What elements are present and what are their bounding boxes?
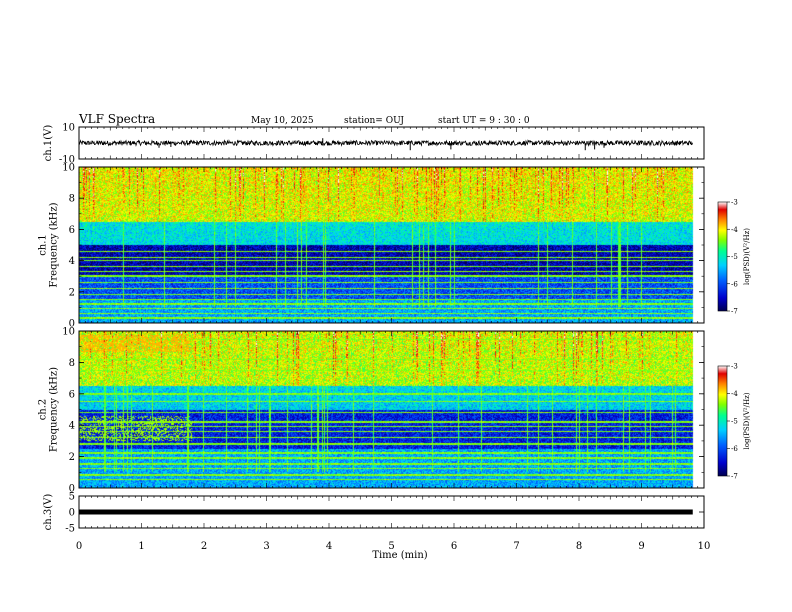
- x-tick-label: 2: [201, 541, 207, 552]
- date-label: May 10, 2025: [251, 116, 314, 126]
- y-axis-label: ch.3(V): [43, 494, 54, 531]
- x-tick-label: 10: [698, 541, 711, 552]
- ch1-spectrogram-canvas-wrap: [79, 167, 704, 323]
- y-tick-label: 8: [69, 194, 75, 205]
- figure-title: VLF Spectra: [78, 112, 155, 126]
- colorbar-tick-label: -7: [731, 308, 738, 316]
- x-tick-label: 1: [138, 541, 144, 552]
- y-tick-label: 0: [69, 508, 75, 519]
- y-axis-label: ch.2: [38, 399, 49, 421]
- y-axis-label: Frequency (kHz): [49, 367, 60, 452]
- ch1-waveform-panel: [78, 138, 693, 151]
- colorbar-tick-label: -6: [731, 445, 738, 453]
- colorbar-tick-label: -5: [731, 418, 738, 426]
- colorbar-tick-label: -6: [731, 280, 738, 288]
- x-tick-label: 4: [326, 541, 332, 552]
- colorbar-tick-label: -4: [731, 226, 738, 234]
- colorbar-label: log(PSD)(V²/Hz): [743, 228, 751, 285]
- ch1-waveform-line: [78, 139, 693, 147]
- x-tick-label: 8: [576, 541, 582, 552]
- y-tick-label: 2: [69, 287, 75, 298]
- ch2-spectrogram-image: [79, 331, 704, 488]
- colorbar-tick-label: -3: [731, 199, 738, 207]
- colorbar-gradient: [717, 365, 728, 477]
- colorbar-ch2: -3 -4 -5 -6 -7 log(PSD)(V²/Hz): [717, 363, 751, 481]
- y-tick-label: -5: [65, 524, 75, 535]
- x-tick-label: 5: [388, 541, 394, 552]
- y-axis-label: Frequency (kHz): [49, 202, 60, 287]
- x-tick-label: 6: [451, 541, 457, 552]
- x-tick-label: 9: [638, 541, 644, 552]
- x-tick-label: 3: [263, 541, 269, 552]
- ch3-waveform-panel: [79, 509, 693, 515]
- station-label: station= OUJ: [344, 116, 404, 126]
- ch3-waveform-line: [79, 509, 693, 515]
- y-axis-label: ch.1(V): [43, 125, 54, 162]
- y-tick-label: 10: [62, 327, 75, 338]
- y-tick-label: 6: [69, 225, 75, 236]
- y-tick-label: 4: [69, 421, 75, 432]
- colorbar-tick-label: -5: [731, 253, 738, 261]
- y-tick-label: 8: [69, 358, 75, 369]
- y-tick-label: -10: [59, 155, 75, 166]
- x-axis-label: Time (min): [372, 550, 427, 561]
- colorbar-gradient: [717, 201, 728, 312]
- x-tick-label: 7: [513, 541, 519, 552]
- y-tick-label: 6: [69, 389, 75, 400]
- colorbar-label: log(PSD)(V²/Hz): [743, 392, 751, 449]
- y-tick-label: 4: [69, 256, 75, 267]
- colorbar-tick-label: -4: [731, 390, 738, 398]
- ch2-spectrogram-panel: [79, 331, 704, 488]
- y-tick-label: 10: [62, 163, 75, 174]
- y-axis-label: ch.1: [38, 234, 49, 256]
- y-tick-label: 0: [69, 319, 75, 330]
- colorbar-tick-label: -3: [731, 363, 738, 371]
- y-tick-label: 2: [69, 452, 75, 463]
- ch1-spectrogram-panel: [79, 167, 704, 323]
- x-tick-label: 0: [76, 541, 82, 552]
- ch1-spectrogram-image: [79, 167, 704, 323]
- y-tick-label: 0: [69, 484, 75, 495]
- start-time-label: start UT = 9 : 30 : 0: [438, 116, 530, 126]
- ch2-spectrogram-canvas-wrap: [79, 331, 704, 488]
- colorbar-ch1: -3 -4 -5 -6 -7 log(PSD)(V²/Hz): [717, 199, 751, 316]
- y-tick-label: 10: [62, 123, 75, 134]
- y-tick-label: 5: [69, 492, 75, 503]
- colorbar-tick-label: -7: [731, 473, 738, 481]
